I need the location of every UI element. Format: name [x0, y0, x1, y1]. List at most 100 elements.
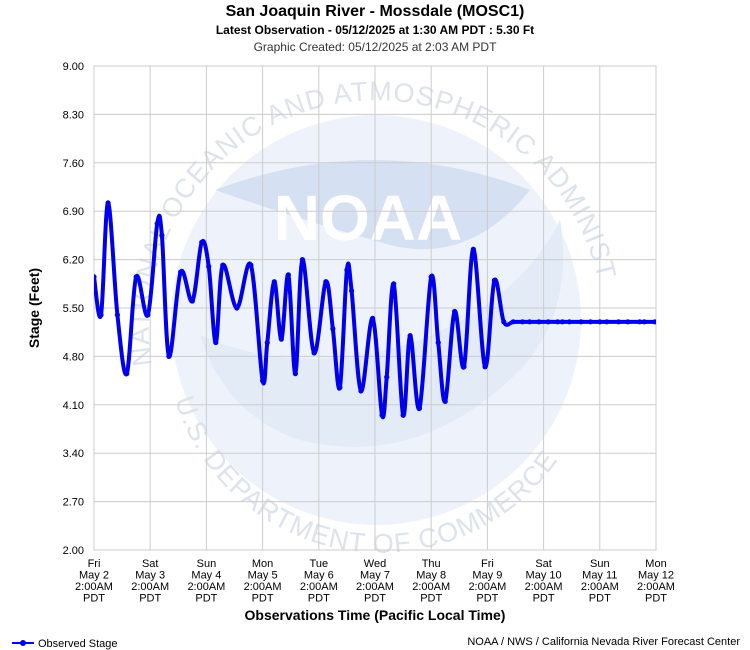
watermark-logo-text: NOAA — [274, 182, 462, 254]
data-point — [400, 412, 406, 418]
y-tick-label: 6.90 — [63, 206, 84, 218]
data-point — [615, 319, 622, 325]
y-axis-label: Stage (Feet) — [26, 268, 42, 348]
data-point — [234, 305, 240, 311]
x-tick-label: Sun May 11 2:00AM PDT — [581, 558, 619, 605]
x-tick-label: Sat May 10 2:00AM PDT — [525, 558, 563, 605]
data-point — [491, 277, 498, 283]
chart-title: San Joaquin River - Mossdale (MOSC1) — [226, 3, 525, 20]
data-point — [330, 326, 336, 332]
data-point — [358, 388, 364, 394]
data-point — [105, 200, 111, 206]
data-point — [337, 384, 343, 391]
data-point — [285, 272, 291, 278]
data-point — [559, 319, 565, 325]
data-point — [159, 232, 165, 238]
graphic-created-text: Graphic Created: 05/12/2025 at 2:03 AM P… — [254, 40, 497, 54]
y-tick-label: 9.00 — [63, 61, 84, 73]
data-point — [501, 319, 507, 325]
y-tick-label: 2.00 — [63, 545, 84, 557]
data-point — [407, 333, 413, 339]
x-tick-label: Tue May 6 2:00AM PDT — [300, 558, 338, 605]
data-point — [384, 374, 390, 380]
data-point — [94, 274, 97, 280]
data-point — [637, 319, 643, 325]
data-point — [278, 336, 284, 342]
data-point — [391, 281, 397, 287]
y-tick-label: 4.80 — [63, 351, 84, 363]
series-observed-stage — [94, 200, 656, 420]
data-point — [311, 350, 317, 356]
y-tick-label: 8.30 — [63, 109, 84, 121]
legend-point-marker — [20, 640, 26, 646]
data-point — [271, 279, 277, 285]
data-point — [213, 339, 219, 346]
data-point — [510, 319, 516, 325]
y-tick-label: 2.70 — [63, 497, 84, 509]
data-point — [482, 364, 488, 370]
data-point — [189, 298, 195, 304]
legend-label: Observed Stage — [38, 638, 118, 650]
footer-credit: NOAA / NWS / California Nevada River For… — [467, 636, 740, 648]
y-tick-labels: 9.00 8.30 7.60 6.90 6.20 5.50 4.80 4.10 3.40 2.70… — [63, 61, 84, 557]
data-point — [323, 279, 329, 285]
data-point — [199, 239, 205, 245]
data-point — [145, 312, 151, 318]
data-point — [641, 319, 647, 325]
data-point — [604, 319, 610, 325]
data-point — [114, 312, 121, 318]
data-point — [452, 308, 458, 315]
x-axis-label: Observations Time (Pacific Local Time) — [245, 607, 506, 623]
data-point — [652, 319, 656, 325]
data-point — [98, 312, 104, 318]
data-point — [587, 319, 594, 325]
data-point — [220, 262, 226, 268]
data-point — [416, 405, 423, 411]
data-point — [461, 364, 467, 370]
data-point — [566, 319, 572, 325]
data-point — [344, 267, 350, 273]
x-tick-label: Mon May 12 2:00AM PDT — [637, 558, 675, 605]
data-point — [555, 319, 561, 325]
noaa-watermark: NOAA NATIONAL OCEANIC AND ATMOSPHERIC AD… — [0, 0, 621, 559]
y-tick-label: 7.60 — [63, 158, 84, 170]
data-point — [166, 353, 172, 359]
data-point — [248, 262, 254, 268]
y-tick-label: 4.10 — [63, 400, 84, 412]
data-point — [470, 246, 476, 252]
data-point — [442, 398, 448, 404]
data-point — [578, 319, 584, 325]
chart-subtitle: Latest Observation - 05/12/2025 at 1:30 … — [216, 23, 534, 37]
data-point — [206, 263, 212, 270]
data-point — [264, 339, 270, 346]
data-point — [519, 319, 526, 325]
x-tick-label: Sun May 4 2:00AM PDT — [187, 558, 225, 605]
x-tick-label: Thu May 8 2:00AM PDT — [412, 558, 450, 605]
x-tick-label: Fri May 9 2:00AM PDT — [468, 558, 506, 605]
grid — [93, 65, 657, 551]
data-point — [154, 221, 160, 227]
data-point — [545, 319, 551, 325]
data-point — [526, 319, 533, 325]
x-tick-labels: Fri May 2 2:00AM PDT Sat May 3 2:00AM PDT Sun May… — [75, 558, 675, 605]
y-tick-label: 6.20 — [63, 255, 84, 267]
x-tick-label: Mon May 5 2:00AM PDT — [244, 558, 282, 605]
data-point — [625, 319, 631, 325]
data-point — [428, 274, 434, 280]
x-tick-label: Sat May 3 2:00AM PDT — [131, 558, 169, 605]
data-point — [299, 257, 306, 263]
data-point — [379, 412, 385, 418]
y-tick-label: 5.50 — [63, 303, 84, 315]
data-point — [124, 371, 130, 377]
legend: Observed Stage — [12, 638, 118, 650]
data-point — [178, 269, 184, 275]
data-point — [370, 315, 376, 321]
x-tick-label: Fri May 2 2:00AM PDT — [75, 558, 113, 605]
data-point — [348, 288, 355, 294]
data-point — [597, 319, 603, 325]
data-point — [260, 378, 266, 384]
data-point — [536, 319, 542, 325]
x-tick-label: Wed May 7 2:00AM PDT — [356, 558, 394, 605]
data-point — [133, 274, 139, 280]
